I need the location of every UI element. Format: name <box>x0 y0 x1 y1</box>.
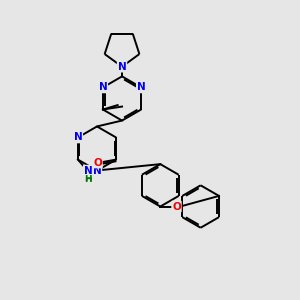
Text: N: N <box>84 166 93 176</box>
Text: N: N <box>98 82 107 92</box>
Text: H: H <box>84 174 92 183</box>
Text: H: H <box>84 175 92 184</box>
Text: N: N <box>93 166 101 176</box>
Text: N: N <box>137 82 146 92</box>
Text: N: N <box>84 166 92 176</box>
Text: O: O <box>93 158 102 167</box>
Text: O: O <box>172 202 181 212</box>
Text: N: N <box>118 62 126 72</box>
Text: N: N <box>74 133 82 142</box>
